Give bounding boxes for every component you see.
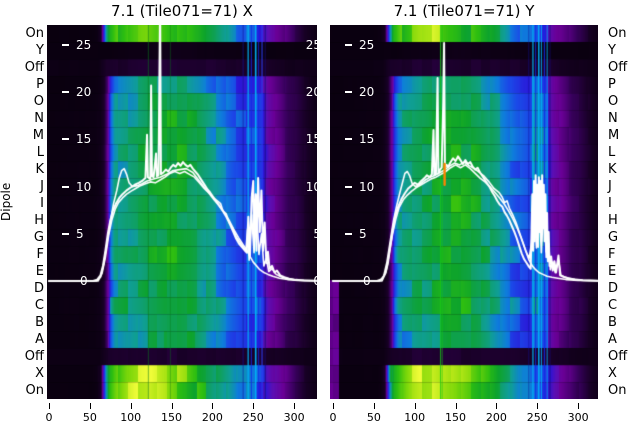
x-tick-dash	[455, 403, 457, 409]
row-label-right-f-13: F	[608, 247, 616, 262]
right-panel-title: 7.1 (Tile071=71) Y	[393, 2, 535, 20]
row-label-right-h-11: H	[608, 213, 618, 228]
row-label-left-m-6: M	[32, 128, 44, 143]
x-tick-label: 0	[45, 411, 53, 424]
x-tick-dash	[130, 403, 132, 409]
row-label-left-l-7: L	[36, 145, 44, 160]
row-label-right-j-9: J	[608, 179, 612, 194]
x-tick-dash	[49, 403, 50, 409]
x-tick-dash	[537, 403, 539, 409]
row-label-left-on-0: On	[25, 26, 44, 41]
x-tick-label: 200	[485, 411, 507, 424]
x-tick-dash	[578, 403, 580, 409]
row-label-right-l-7: L	[608, 145, 616, 160]
row-label-right-d-15: D	[608, 281, 619, 296]
row-label-right-off-19: Off	[608, 349, 628, 364]
row-label-right-off-2: Off	[608, 60, 628, 75]
row-label-left-d-15: D	[33, 281, 44, 296]
row-label-right-g-12: G	[608, 230, 619, 245]
x-tick-label: 100	[120, 411, 142, 424]
x-tick-label: 0	[329, 411, 337, 424]
row-label-left-c-16: C	[34, 298, 44, 313]
row-label-right-a-18: A	[608, 332, 617, 347]
row-label-left-o-4: O	[33, 94, 44, 109]
left-panel-title: 7.1 (Tile071=71) X	[111, 2, 253, 20]
row-label-left-on-21: On	[25, 383, 44, 398]
row-label-right-o-4: O	[608, 94, 619, 109]
row-label-left-f-13: F	[36, 247, 44, 262]
x-tick-dash	[253, 403, 255, 409]
row-label-left-n-5: N	[34, 111, 44, 126]
row-label-left-a-18: A	[35, 332, 44, 347]
x-tick-label: 100	[404, 411, 426, 424]
x-tick-dash	[414, 403, 416, 409]
x-tick-label: 50	[366, 411, 381, 424]
x-tick-label: 150	[445, 411, 467, 424]
x-tick-dash	[294, 403, 296, 409]
row-label-left-y-1: Y	[36, 43, 44, 58]
row-label-right-c-16: C	[608, 298, 618, 313]
row-label-right-i-10: I	[608, 196, 612, 211]
row-label-right-e-14: E	[608, 264, 617, 279]
row-label-left-g-12: G	[33, 230, 44, 245]
row-label-right-b-17: B	[608, 315, 617, 330]
x-tick-label: 250	[242, 411, 264, 424]
row-label-left-x-20: X	[35, 366, 44, 381]
heatmap-panel-y	[330, 25, 598, 399]
heatmap-panel-x	[47, 25, 317, 399]
row-label-left-off-2: Off	[24, 60, 44, 75]
row-label-left-i-10: I	[40, 196, 44, 211]
x-tick-label: 300	[283, 411, 305, 424]
row-label-left-b-17: B	[35, 315, 44, 330]
x-tick-label: 250	[526, 411, 548, 424]
x-tick-dash	[333, 403, 334, 409]
row-label-left-h-11: H	[34, 213, 44, 228]
x-tick-label: 150	[161, 411, 183, 424]
x-tick-label: 200	[201, 411, 223, 424]
x-tick-dash	[496, 403, 498, 409]
row-label-right-m-6: M	[608, 128, 620, 143]
row-label-right-y-1: Y	[608, 43, 616, 58]
x-tick-dash	[171, 403, 173, 409]
row-label-right-x-20: X	[608, 366, 617, 381]
row-label-left-off-19: Off	[24, 349, 44, 364]
row-label-right-on-0: On	[608, 26, 627, 41]
row-label-right-k-8: K	[608, 162, 617, 177]
row-label-left-e-14: E	[35, 264, 44, 279]
x-tick-dash	[212, 403, 214, 409]
row-label-right-on-21: On	[608, 383, 627, 398]
row-label-right-p-3: P	[608, 77, 616, 92]
row-label-right-n-5: N	[608, 111, 618, 126]
x-tick-dash	[89, 403, 91, 409]
row-label-left-k-8: K	[35, 162, 44, 177]
x-tick-label: 300	[567, 411, 589, 424]
x-tick-label: 50	[82, 411, 97, 424]
x-tick-dash	[373, 403, 375, 409]
row-label-left-p-3: P	[36, 77, 44, 92]
row-label-left-j-9: J	[40, 179, 44, 194]
